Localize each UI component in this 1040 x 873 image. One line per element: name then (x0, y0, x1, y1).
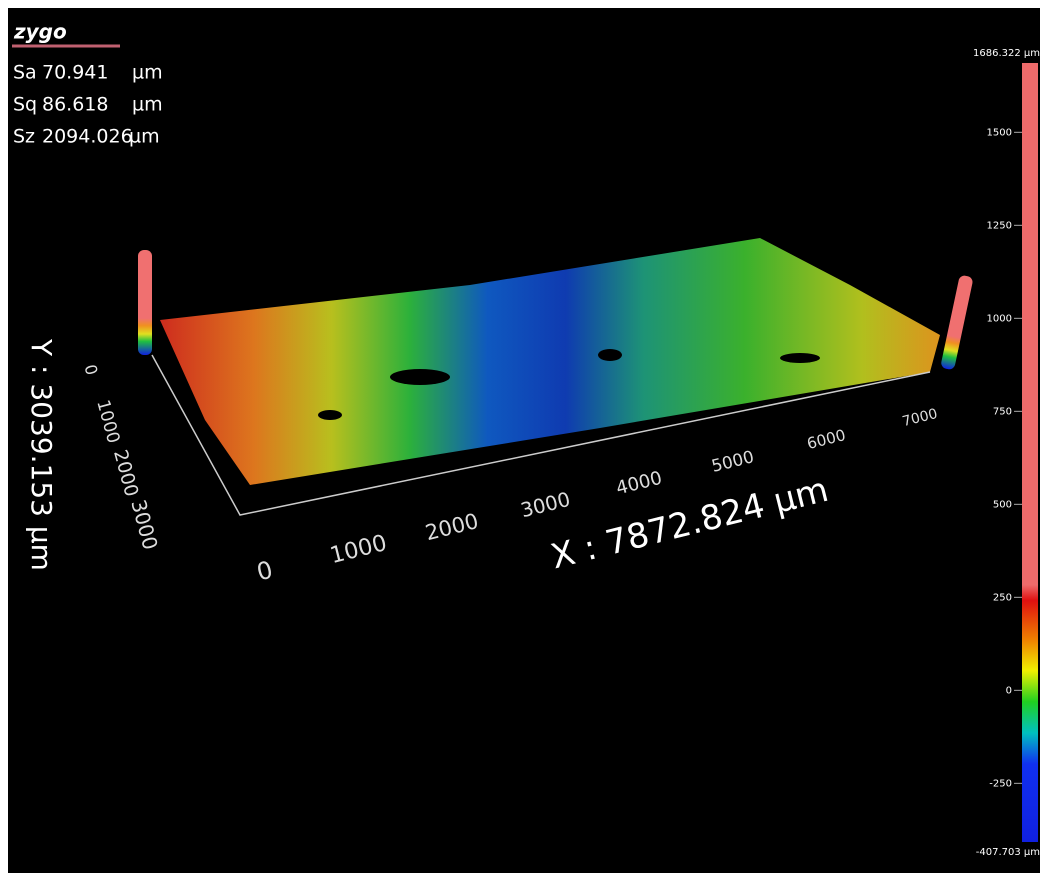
scale-tick-label: 1250 (987, 220, 1012, 231)
scale-tick-label: -250 (989, 778, 1012, 789)
color-scale: 1686.322 µm 1500 1250 1000 750 500 250 0 -250 -40… (973, 48, 1040, 858)
scale-tick-label: 1500 (987, 127, 1012, 138)
stat-unit: µm (129, 126, 160, 148)
reference-pole (138, 250, 152, 355)
scale-end-label: -407.703 µm (976, 847, 1040, 858)
logo: zygo (13, 20, 67, 44)
reference-pole (941, 275, 973, 370)
color-bar (1022, 63, 1038, 842)
height-map (160, 238, 940, 485)
defect (318, 410, 342, 420)
y-tick-label: 0 (80, 362, 101, 377)
scale-end-label: 1686.322 µm (973, 48, 1040, 59)
stat-unit: µm (132, 62, 163, 84)
stat-value: 70.941 (42, 62, 108, 84)
surface (138, 238, 973, 516)
defect (780, 353, 820, 363)
defect (598, 349, 622, 361)
x-tick-label: 0 (254, 556, 276, 587)
viewport (8, 8, 1040, 873)
stat-value: 2094.026 (42, 126, 133, 148)
y-axis-label: Y : 3039.153 µm (25, 338, 58, 571)
scale-tick-label: 250 (993, 592, 1012, 603)
scale-tick-label: 1000 (987, 313, 1012, 324)
stat-name: Sa (13, 62, 37, 84)
axis-frame (151, 354, 931, 516)
scale-tick-label: 0 (1006, 685, 1012, 696)
stat-unit: µm (132, 94, 163, 116)
defect (390, 369, 450, 385)
scale-tick-label: 500 (993, 499, 1012, 510)
stat-name: Sq (13, 94, 37, 116)
stat-name: Sz (13, 126, 35, 148)
stat-value: 86.618 (42, 94, 108, 116)
scale-tick-label: 750 (993, 406, 1012, 417)
